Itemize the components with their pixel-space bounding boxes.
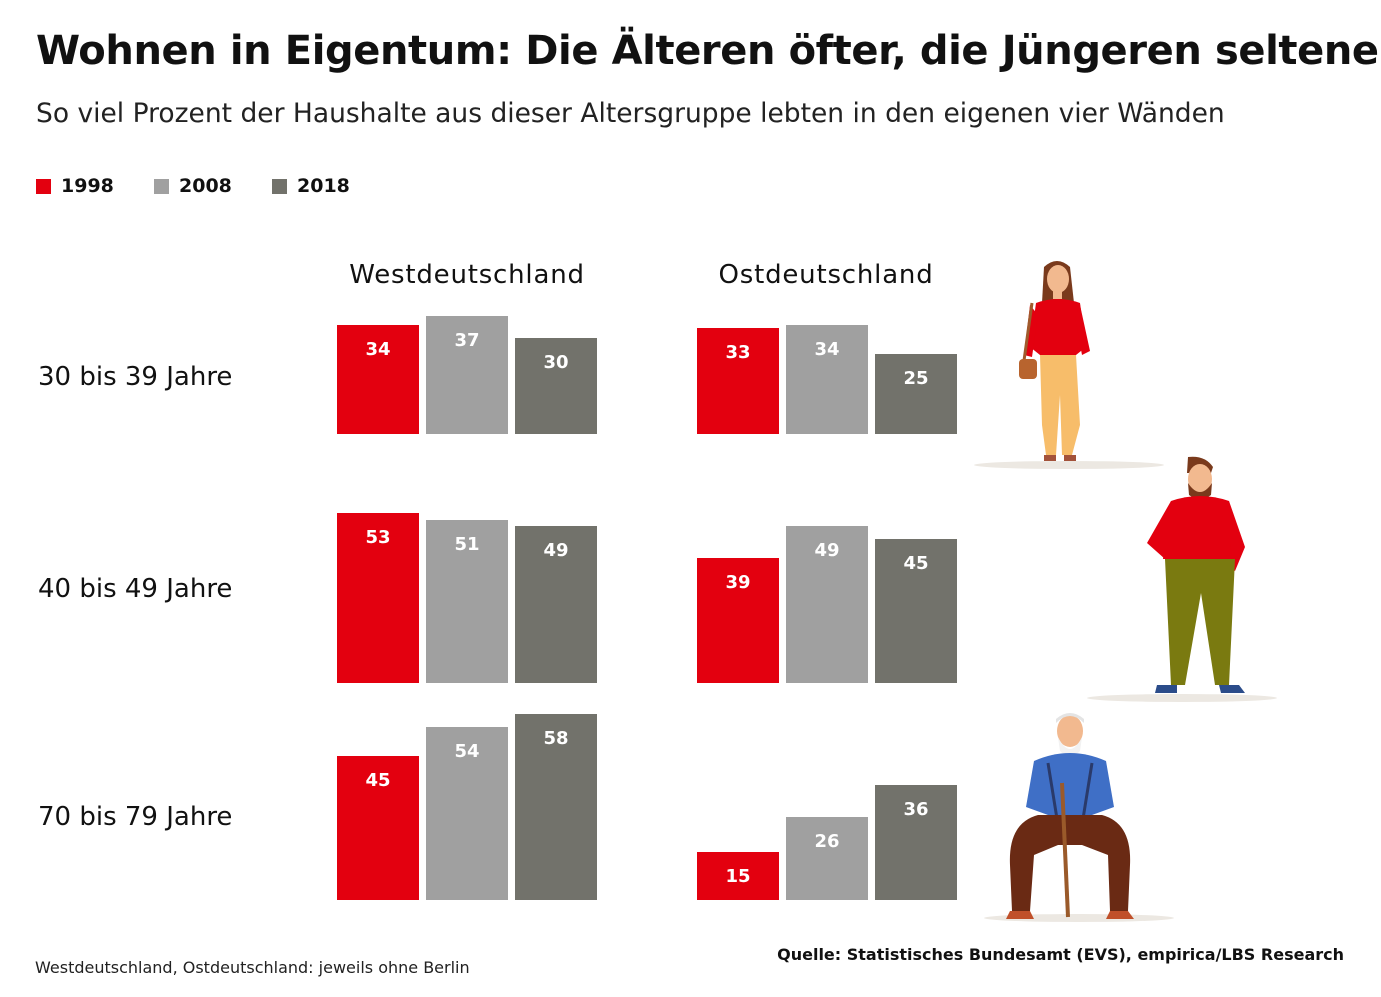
young-woman-illustration (974, 261, 1164, 469)
bar-value-label: 39 (725, 572, 751, 594)
bar-westdeutschland-3-1998: 45 (337, 756, 419, 900)
bar-ostdeutschland-1-2018: 25 (875, 354, 957, 434)
bar-value-label: 25 (903, 368, 929, 389)
row-label-70-79: 70 bis 79 Jahre (38, 802, 233, 832)
bar-ostdeutschland-2-2018: 45 (875, 539, 957, 683)
bar-value-label: 30 (543, 352, 569, 373)
bar-ostdeutschland-1-1998: 33 (697, 328, 779, 434)
chart-title: Wohnen in Eigentum: Die Älteren öfter, d… (36, 28, 1381, 74)
bar-value-label: 51 (454, 533, 480, 555)
bar-westdeutschland-2-1998: 53 (337, 513, 419, 683)
legend-label-1998: 1998 (61, 175, 114, 197)
elderly-man-with-cane-illustration (984, 713, 1174, 922)
bar-value-label: 37 (454, 329, 480, 351)
bar-value-label: 45 (365, 770, 391, 791)
bar-ostdeutschland-3-1998: 15 (697, 852, 779, 900)
bar-westdeutschland-3-2008: 54 (426, 727, 508, 900)
bar-westdeutschland-1-2018: 30 (515, 338, 597, 434)
legend: 1998 2008 2018 (36, 175, 436, 199)
bar-value-label: 26 (814, 830, 840, 852)
legend-label-2018: 2018 (297, 175, 350, 197)
bar-value-label: 54 (454, 741, 480, 763)
bar-ostdeutschland-3-2018: 36 (875, 784, 957, 900)
bar-value-label: 15 (725, 866, 751, 887)
legend-swatch-2018 (272, 178, 287, 194)
chart-subtitle: So viel Prozent der Haushalte aus dieser… (36, 98, 1225, 129)
bar-value-label: 49 (814, 540, 840, 562)
bar-value-label: 45 (903, 553, 929, 574)
bar-westdeutschland-2-2008: 51 (426, 519, 508, 683)
row-label-30-39: 30 bis 39 Jahre (38, 362, 233, 392)
middle-aged-man-illustration (1087, 456, 1277, 702)
legend-swatch-2008 (154, 178, 169, 194)
bar-westdeutschland-1-2008: 37 (426, 315, 508, 434)
bar-value-label: 58 (543, 728, 569, 750)
legend-swatch-1998 (36, 178, 51, 194)
bar-value-label: 36 (903, 798, 929, 820)
bar-value-label: 34 (814, 339, 840, 361)
bar-value-label: 53 (365, 527, 391, 549)
legend-item-1998: 1998 (36, 175, 114, 197)
bar-value-label: 34 (365, 339, 391, 361)
bar-ostdeutschland-3-2008: 26 (786, 816, 868, 900)
region-label-west: Westdeutschland (349, 260, 585, 290)
region-label-east: Ostdeutschland (718, 260, 934, 290)
legend-label-2008: 2008 (179, 175, 232, 197)
bar-westdeutschland-1-1998: 34 (337, 325, 419, 434)
legend-item-2008: 2008 (154, 175, 232, 197)
bar-value-label: 33 (725, 342, 751, 364)
bar-westdeutschland-3-2018: 58 (515, 714, 597, 900)
footnote: Westdeutschland, Ostdeutschland: jeweils… (35, 958, 470, 977)
bar-ostdeutschland-1-2008: 34 (786, 325, 868, 434)
source-note: Quelle: Statistisches Bundesamt (EVS), e… (777, 945, 1344, 964)
row-label-40-49: 40 bis 49 Jahre (38, 574, 233, 604)
bar-ostdeutschland-2-2008: 49 (786, 526, 868, 683)
bar-value-label: 49 (543, 540, 569, 562)
bar-ostdeutschland-2-1998: 39 (697, 558, 779, 683)
legend-item-2018: 2018 (272, 175, 350, 197)
bar-westdeutschland-2-2018: 49 (515, 526, 597, 683)
